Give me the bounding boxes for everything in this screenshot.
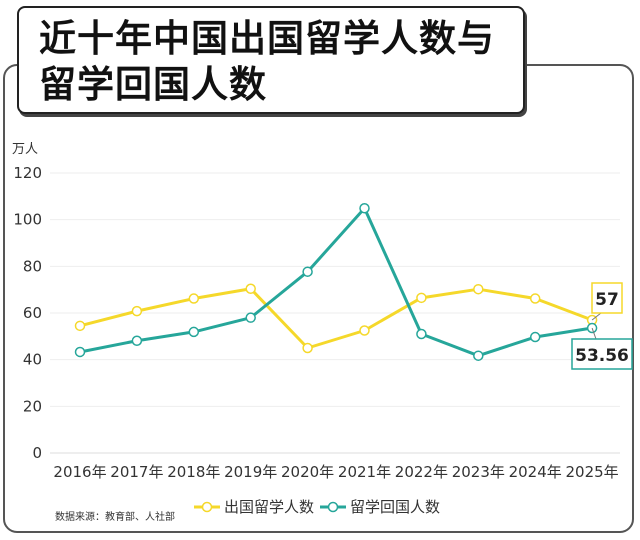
- data-point: [302, 342, 313, 354]
- x-tick-label: 2025年: [566, 463, 619, 481]
- data-point: [302, 266, 313, 277]
- data-source: 数据来源：教育部、人社部: [55, 512, 175, 523]
- data-label: 57: [595, 290, 619, 310]
- data-point: [416, 328, 427, 340]
- annotation-box: [571, 338, 633, 370]
- data-point: [529, 293, 541, 304]
- data-point: [529, 331, 541, 343]
- legend: 出国留学人数 留学回国人数: [192, 496, 440, 517]
- data-point: [74, 320, 86, 332]
- data-point: [188, 293, 200, 304]
- data-point: [473, 283, 484, 295]
- data-point: [131, 335, 143, 347]
- data-point: [131, 305, 143, 317]
- x-tick-label: 2017年: [110, 463, 163, 481]
- data-point: [188, 326, 200, 338]
- data-label: 53.56: [575, 346, 629, 366]
- x-tick-label: 2016年: [53, 463, 106, 481]
- legend-item-outbound[interactable]: 出国留学人数: [192, 496, 314, 517]
- legend-item-returned[interactable]: 留学回国人数: [318, 496, 440, 517]
- x-tick-label: 2021年: [338, 463, 391, 481]
- x-tick-label: 2023年: [452, 463, 505, 481]
- y-axis-unit: 万人: [12, 142, 39, 157]
- data-point: [359, 325, 370, 336]
- data-point: [74, 346, 86, 358]
- legend-label-outbound: 出国留学人数: [224, 498, 315, 516]
- legend-marker-returned: [320, 501, 347, 512]
- x-tick-label: 2024年: [509, 463, 562, 481]
- y-tick-label: 80: [23, 257, 42, 275]
- chart-title: 近十年中国出国留学人数与留学回国人数: [39, 17, 495, 106]
- y-tick-label: 100: [13, 211, 42, 229]
- series-line-outbound: [79, 287, 593, 350]
- y-tick-label: 120: [13, 164, 42, 182]
- y-tick-label: 20: [23, 397, 42, 415]
- annotation-leader: [591, 312, 602, 321]
- data-point: [245, 312, 256, 323]
- title-box: 近十年中国出国留学人数与留学回国人数: [17, 6, 525, 114]
- data-point: [473, 350, 484, 361]
- annotation-leader: [591, 327, 597, 340]
- x-tick-label: 2018年: [167, 463, 220, 481]
- y-tick-label: 60: [23, 304, 42, 322]
- y-tick-label: 0: [32, 444, 42, 462]
- series-line-returned: [79, 206, 593, 358]
- x-tick-label: 2019年: [224, 463, 277, 481]
- legend-label-returned: 留学回国人数: [350, 498, 441, 516]
- y-tick-label: 40: [23, 351, 42, 369]
- data-point: [416, 292, 427, 304]
- annotation-box: [591, 282, 623, 314]
- data-point: [245, 283, 256, 294]
- x-tick-label: 2022年: [395, 463, 448, 481]
- x-tick-label: 2020年: [281, 463, 334, 481]
- legend-marker-outbound: [194, 501, 220, 512]
- data-point: [359, 202, 370, 214]
